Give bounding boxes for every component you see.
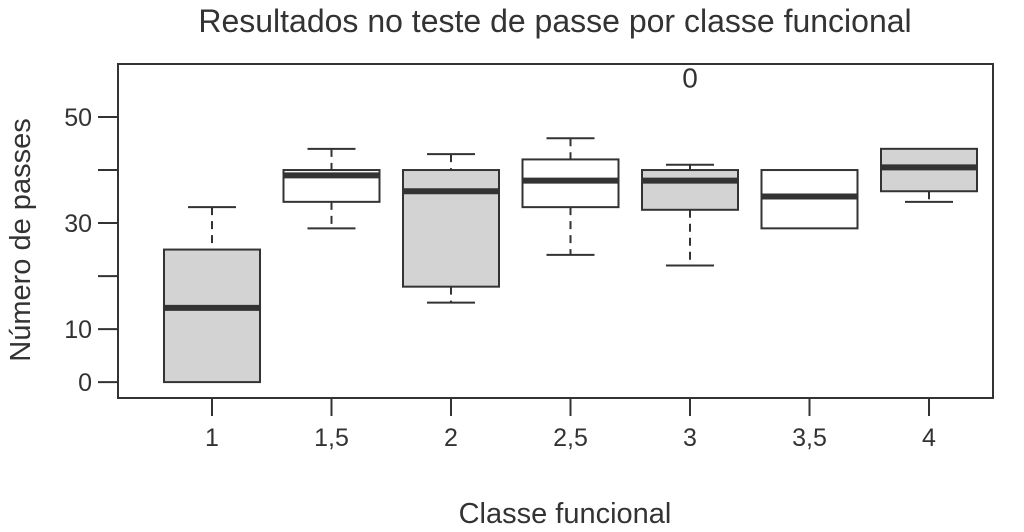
y-tick-label: 0 <box>78 369 92 397</box>
x-tick-label: 3 <box>683 424 697 452</box>
box <box>641 169 739 211</box>
y-tick-label: 50 <box>64 104 92 132</box>
box <box>163 248 261 384</box>
y-axis-label: Número de passes <box>5 118 37 361</box>
plot-frame <box>117 63 994 399</box>
x-tick-label: 2,5 <box>553 424 588 452</box>
x-axis-label: Classe funcional <box>459 498 672 530</box>
y-tick-label: 10 <box>64 316 92 344</box>
x-tick-label: 1,5 <box>314 424 349 452</box>
chart-title: Resultados no teste de passe por classe … <box>198 3 911 39</box>
x-tick-label: 1 <box>205 424 219 452</box>
outlier-point: 0 <box>682 62 698 93</box>
x-tick-label: 2 <box>444 424 458 452</box>
x-tick-label: 3,5 <box>792 424 827 452</box>
y-tick-label: 30 <box>64 210 92 238</box>
x-tick-label: 4 <box>922 424 936 452</box>
box <box>402 169 500 288</box>
plot-area: 0 10 30 50 1 1,5 2 2,5 3 3,5 4 0 <box>64 62 978 452</box>
